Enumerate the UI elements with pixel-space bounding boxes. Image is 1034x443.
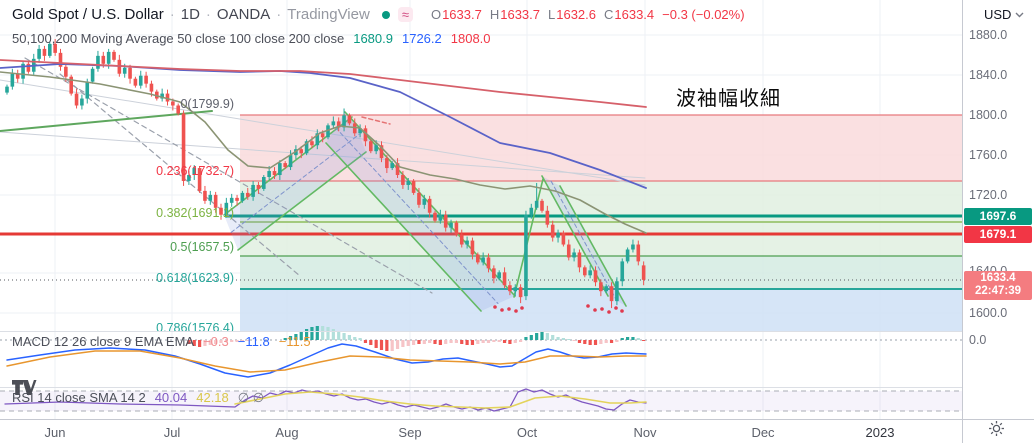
rsi-sma-value: 42.18 [196,390,229,405]
ma50-value: 1680.9 [353,31,393,46]
low-label: L [548,7,556,22]
macd-signal-value: −11.5 [278,334,311,349]
open-value: 1633.7 [442,7,482,22]
price-axis-label: 1720.0 [969,188,1008,202]
time-axis-label: Nov [633,425,657,440]
pattern-dots [493,304,624,314]
price-axis-label: 1800.0 [969,108,1008,122]
time-axis-border [0,419,1034,420]
exchange-label: OANDA [216,6,271,23]
ma-indicator-legend[interactable]: 50,100,200 Moving Average 50 close 100 c… [12,31,491,46]
macd-indicator-legend[interactable]: MACD 12 26 close 9 EMA EMA −0.3 −11.8 −1… [12,334,311,349]
rsi-label[interactable]: RSI 14 close SMA 14 2 [12,390,146,405]
ma200-value: 1808.0 [450,31,491,46]
time-axis-label: Oct [516,425,538,440]
time-axis-label: Jul [163,425,181,440]
level-badge-mid: 1679.1 [964,226,1032,243]
rsi-value: 40.04 [154,390,188,405]
symbol-title[interactable]: Gold Spot / U.S. Dollar [12,6,164,23]
close-label: C [604,7,614,22]
time-axis-label: Dec [751,425,775,440]
price-axis-label: 0.0 [969,333,987,347]
ma100-value: 1726.2 [401,31,442,46]
high-value: 1633.7 [500,7,540,22]
pane-separator-rsi[interactable] [0,387,962,388]
ma-indicator-label[interactable]: 50,100,200 Moving Average 50 close 100 c… [12,31,345,46]
time-axis-label: Aug [275,425,299,440]
symbol-legend[interactable]: Gold Spot / U.S. Dollar · 1D · OANDA · T… [12,6,745,23]
change-value: −0.3 (−0.02%) [662,7,745,22]
settings-gear-icon[interactable] [988,420,1005,442]
separator: · [276,6,282,23]
rsi-indicator-legend[interactable]: RSI 14 close SMA 14 2 40.04 42.18 ∅ ∅ [12,390,264,406]
high-label: H [489,7,500,22]
separator: · [205,6,211,23]
price-axis-border [962,0,963,443]
macd-label[interactable]: MACD 12 26 close 9 EMA EMA [12,334,195,349]
market-status-icon[interactable] [381,10,390,19]
text-annotation[interactable]: 波袖幅收細 [676,88,781,110]
approx-price-icon[interactable]: ≈ [397,7,413,22]
candles [5,38,646,309]
open-label: O [430,7,442,22]
moving-averages [0,59,647,234]
trendlines [0,57,646,294]
bar-countdown: 22:47:39 [974,285,1022,297]
channels [223,111,627,312]
price-axis-label: 1840.0 [969,68,1008,82]
tradingview-watermark-icon [12,379,38,401]
currency-selector[interactable]: USD [984,7,1024,22]
rsi-pane [0,388,962,412]
price-axis-label: 1760.0 [969,148,1008,162]
last-price: 1633.4 [980,272,1016,284]
brand-label: TradingView [287,6,370,23]
time-axis-label: Jun [44,425,66,440]
price-axis-label: 1880.0 [969,28,1008,42]
time-axis-label: 2023 [865,425,895,440]
timeframe-label[interactable]: 1D [180,6,200,23]
chevron-down-icon [1015,12,1024,17]
level-badge-high: 1697.6 [964,208,1032,225]
macd-hist-value: −0.3 [203,334,229,349]
low-value: 1632.6 [556,7,596,22]
currency-label[interactable]: USD [984,7,1012,22]
time-axis-label: Sep [398,425,422,440]
macd-pane [0,326,962,378]
separator: · [169,6,175,23]
ohlc-values: O1633.7 H1633.7 L1632.6 C1633.4 −0.3 (−0… [431,7,745,22]
price-axis-label: 1600.0 [969,306,1008,320]
level-lines [0,114,962,290]
rsi-empty-values: ∅ ∅ [237,390,265,405]
last-price-badge: 1633.4 22:47:39 [964,271,1032,300]
pane-separator-macd[interactable] [0,331,962,332]
macd-line-value: −11.8 [237,334,270,349]
close-value: 1633.4 [614,7,655,22]
